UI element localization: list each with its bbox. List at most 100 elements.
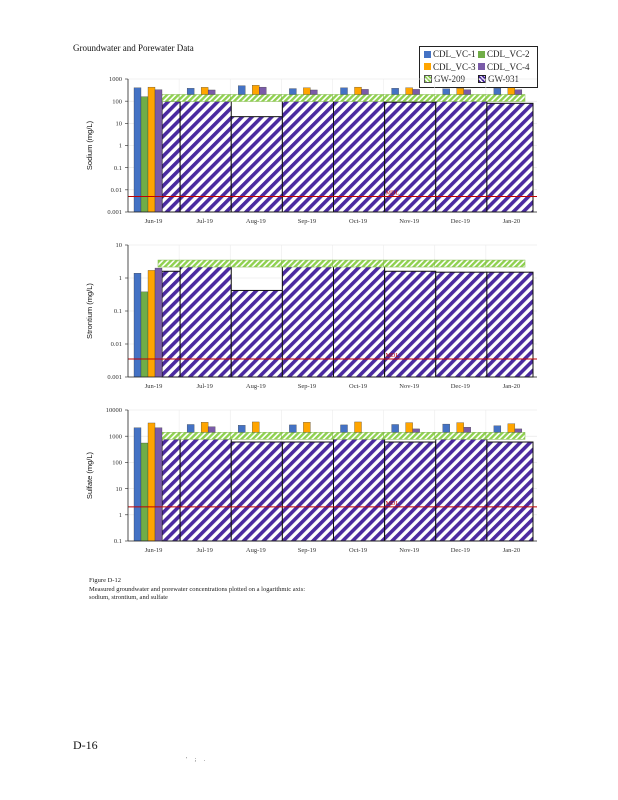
caption-line: sodium, strontium, and sulfate (89, 594, 168, 601)
bar-gw-931 (230, 289, 283, 378)
x-tick-label: Oct-19 (349, 547, 367, 554)
bar-gw-931 (333, 433, 386, 542)
page-number: D-16 (73, 738, 98, 752)
x-tick-label: Jun-19 (145, 218, 163, 225)
bar-gw-209 (434, 94, 487, 102)
footer-marks: ' ; . (186, 757, 209, 763)
bar-gw-931 (161, 270, 181, 378)
x-tick-label: Nov-19 (399, 547, 419, 554)
bar-gw-209 (485, 259, 526, 268)
bar-cdl-vc-3 (405, 422, 413, 433)
y-tick-label: 10 (116, 242, 123, 249)
bar-gw-209 (485, 94, 526, 102)
bar-gw-931 (179, 264, 232, 378)
bar-cdl-vc-2 (140, 291, 149, 378)
y-tick-label: 0.001 (107, 374, 122, 381)
bar-cdl-vc-2 (140, 96, 149, 213)
bar-cdl-vc-3 (200, 87, 209, 95)
bar-cdl-vc-4 (154, 89, 163, 213)
bar-cdl-vc-3 (507, 87, 516, 95)
bar-gw-931 (384, 270, 437, 378)
y-tick-label: 10 (116, 486, 123, 493)
bar-cdl-vc-1 (442, 88, 450, 95)
bar-cdl-vc-2 (140, 442, 149, 542)
y-tick-label: 1 (119, 275, 122, 282)
threshold-label: MDL (386, 191, 400, 197)
x-tick-label: Aug-19 (246, 218, 266, 225)
bar-gw-931 (281, 441, 334, 542)
y-axis-title: Sulfate (mg/L) (85, 451, 94, 499)
x-tick-label: Jul-19 (197, 218, 213, 225)
legend-item: CDL_VC-1 (424, 49, 476, 59)
bar-gw-931 (384, 441, 437, 542)
bar-cdl-vc-3 (252, 85, 260, 95)
bar-cdl-vc-1 (340, 87, 348, 95)
x-tick-label: Sep-19 (298, 547, 316, 554)
bar-cdl-vc-3 (147, 270, 156, 378)
bar-cdl-vc-4 (412, 89, 420, 95)
x-tick-label: Jul-19 (197, 547, 213, 554)
bar-cdl-vc-4 (412, 428, 420, 433)
bar-cdl-vc-3 (147, 422, 156, 542)
x-tick-label: Dec-19 (451, 383, 470, 390)
x-tick-label: Jan-20 (503, 383, 520, 390)
legend-item: CDL_VC-4 (478, 62, 530, 72)
y-tick-label: 1 (119, 143, 122, 150)
legend-swatch (478, 50, 485, 58)
x-tick-label: Jun-19 (145, 547, 163, 554)
bar-gw-209 (383, 94, 435, 102)
bar-cdl-vc-1 (133, 87, 142, 213)
bar-gw-209 (230, 259, 282, 268)
bar-cdl-vc-1 (442, 423, 450, 433)
legend-label: CDL_VC-2 (487, 49, 530, 59)
x-tick-label: Nov-19 (399, 218, 419, 225)
bar-cdl-vc-3 (507, 423, 516, 433)
bar-gw-209 (332, 432, 384, 440)
bar-cdl-vc-3 (354, 86, 362, 95)
bar-cdl-vc-1 (289, 424, 297, 433)
bar-gw-931 (179, 434, 232, 542)
bar-cdl-vc-4 (207, 89, 216, 95)
bar-gw-931 (333, 265, 386, 378)
bar-gw-931 (281, 98, 334, 213)
y-axis-title: Sodium (mg/L) (85, 120, 94, 170)
bar-cdl-vc-3 (456, 422, 464, 433)
bar-cdl-vc-1 (289, 88, 297, 95)
bar-gw-931 (486, 441, 534, 542)
bar-gw-209 (281, 94, 333, 102)
bar-gw-209 (178, 259, 231, 268)
legend-swatch (424, 63, 431, 70)
bar-gw-931 (161, 100, 181, 213)
bar-gw-209 (157, 259, 180, 268)
bar-gw-209 (434, 259, 487, 268)
bar-gw-209 (281, 432, 333, 440)
bar-gw-931 (179, 95, 232, 213)
bar-cdl-vc-1 (186, 88, 195, 95)
legend-item: CDL_VC-3 (424, 62, 476, 72)
y-tick-label: 10000 (106, 407, 122, 414)
x-tick-label: Jan-20 (503, 218, 520, 225)
bar-cdl-vc-4 (154, 427, 163, 542)
x-tick-label: Aug-19 (246, 547, 266, 554)
y-tick-label: 0.1 (114, 538, 122, 545)
bar-cdl-vc-1 (340, 424, 348, 433)
bar-gw-931 (435, 96, 488, 213)
bar-gw-931 (230, 441, 283, 542)
bar-cdl-vc-4 (514, 89, 523, 95)
bar-gw-931 (435, 271, 488, 378)
bar-gw-931 (333, 96, 386, 213)
bar-gw-931 (486, 271, 534, 378)
y-tick-label: 1000 (109, 76, 122, 83)
threshold-label: MDL (386, 501, 400, 507)
y-tick-label: 0.01 (111, 187, 122, 194)
legend-swatch (478, 63, 485, 70)
bar-gw-209 (383, 259, 435, 268)
y-tick-label: 0.1 (114, 308, 122, 315)
bar-gw-209 (434, 432, 487, 440)
legend-swatch (424, 50, 431, 58)
figure-caption: Figure D-12 Measured groundwater and por… (89, 577, 305, 603)
bar-gw-209 (178, 94, 231, 102)
bar-cdl-vc-3 (252, 421, 260, 433)
bar-cdl-vc-3 (456, 88, 464, 95)
